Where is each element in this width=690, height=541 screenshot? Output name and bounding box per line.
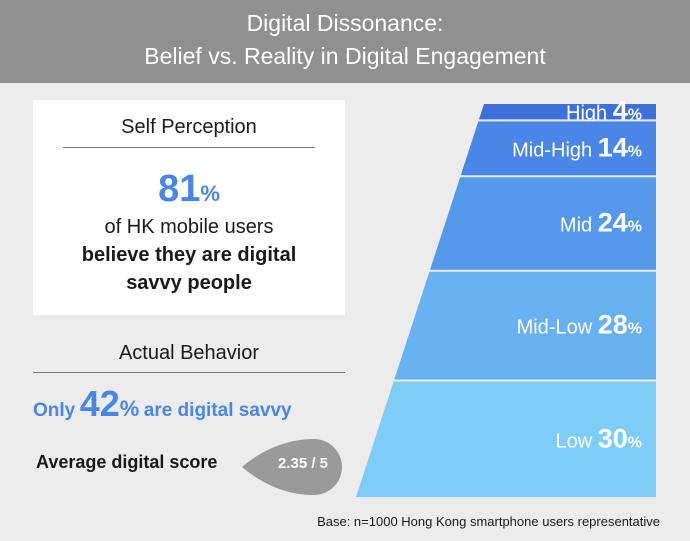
average-score-value: 2.35 / 5 xyxy=(277,455,329,472)
average-score-label: Average digital score xyxy=(36,452,218,472)
actual-behavior-value: 42 xyxy=(79,383,120,424)
funnel-label-mid: Mid 24% xyxy=(560,208,642,238)
actual-behavior-suffix: are digital savvy xyxy=(143,400,292,421)
percent-sign: % xyxy=(200,181,220,206)
funnel-label-low: Low 30% xyxy=(555,423,642,453)
funnel-band-high xyxy=(478,104,656,120)
funnel-band-mid xyxy=(430,177,656,270)
only-label: Only xyxy=(33,400,76,421)
funnel-band-low xyxy=(356,381,656,497)
self-perception-text-2: believe they are digital xyxy=(81,244,297,266)
funnel-label-mid-high: Mid-High 14% xyxy=(512,132,642,162)
divider xyxy=(63,147,315,148)
self-perception-text-3: savvy people xyxy=(126,272,252,294)
title-line-2: Belief vs. Reality in Digital Engagement xyxy=(144,43,546,69)
self-perception-stat: 81% xyxy=(33,168,345,211)
title-banner: Digital Dissonance: Belief vs. Reality i… xyxy=(0,0,690,83)
footnote: Base: n=1000 Hong Kong smartphone users … xyxy=(317,514,660,529)
funnel-band-mid-low xyxy=(394,271,656,380)
actual-behavior-stat: Only 42% are digital savvy xyxy=(33,383,345,425)
self-perception-card: Self Perception 81% of HK mobile users b… xyxy=(33,100,345,315)
actual-behavior-heading: Actual Behavior xyxy=(118,342,260,364)
funnel-label-mid-low: Mid-Low 28% xyxy=(517,310,642,340)
self-perception-value: 81 xyxy=(158,168,201,210)
funnel-band-mid-high xyxy=(460,121,656,176)
funnel-label-high: High 4% xyxy=(566,96,642,126)
self-perception-heading: Self Perception xyxy=(121,116,257,138)
percent-sign: % xyxy=(119,396,140,421)
score-bubble xyxy=(242,439,342,495)
self-perception-text-1: of HK mobile users xyxy=(104,216,274,238)
title-line-1: Digital Dissonance: xyxy=(246,10,444,36)
divider xyxy=(33,372,345,373)
